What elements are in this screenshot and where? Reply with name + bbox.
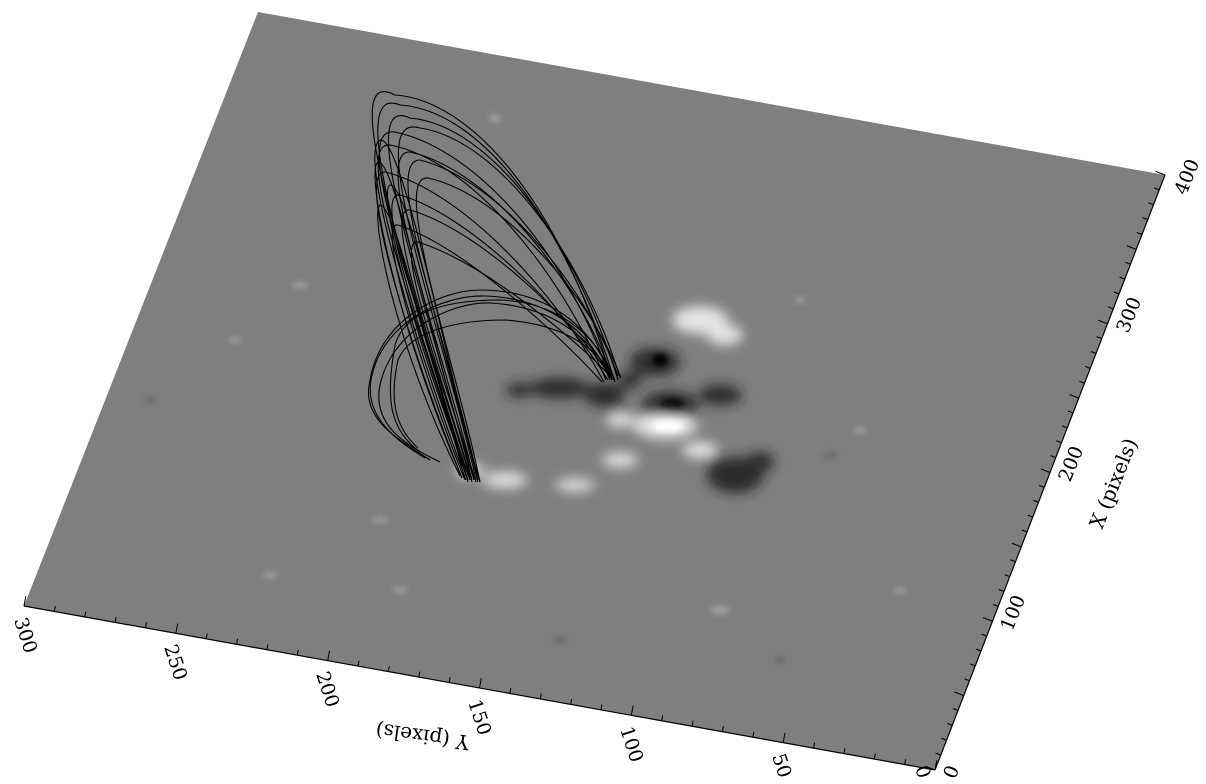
tick-mark (975, 648, 982, 652)
tick-mark (1113, 291, 1120, 295)
negative-polarity-patches (506, 348, 774, 493)
x-tick-400: 400 (1170, 156, 1204, 198)
tick-mark (969, 663, 976, 667)
tick-mark (661, 715, 664, 721)
tick-mark (964, 678, 970, 682)
tick-mark (1010, 559, 1016, 563)
tick-mark (114, 616, 117, 623)
tick-mark (1119, 276, 1125, 280)
tick-mark (691, 720, 694, 727)
tick-mark (600, 704, 603, 710)
tick-mark (935, 752, 941, 756)
tick-mark (946, 722, 953, 726)
x-axis-title: X (pixels) (1084, 435, 1142, 532)
tick-mark (23, 596, 27, 607)
tick-mark (357, 660, 360, 667)
tick-mark (1011, 542, 1022, 548)
tick-mark (1084, 365, 1091, 369)
tick-mark (570, 698, 573, 705)
tick-mark (1148, 202, 1154, 206)
magnetic-field-lines (367, 91, 622, 483)
y-tick-200: 200 (311, 669, 343, 710)
magnetogram-plane (24, 12, 1165, 770)
tick-mark (1027, 514, 1033, 518)
tick-mark (53, 605, 56, 612)
tick-mark (941, 737, 947, 741)
tick-mark (1033, 499, 1039, 503)
y-tick-50: 50 (767, 751, 795, 781)
tick-mark (1142, 217, 1148, 221)
tick-mark (144, 622, 147, 628)
tick-mark (236, 638, 239, 645)
tick-mark (1079, 380, 1085, 384)
tick-mark (1038, 484, 1045, 488)
tick-mark (1021, 529, 1028, 533)
tick-mark (1061, 425, 1068, 429)
tick-mark (904, 759, 907, 765)
tick-mark (992, 603, 999, 607)
tick-mark (1136, 232, 1143, 235)
tick-mark (509, 687, 512, 694)
tick-mark (630, 705, 634, 716)
x-tick-0: 0 (939, 762, 964, 781)
tick-mark (1050, 455, 1056, 459)
tick-mark (1098, 319, 1108, 325)
tick-mark (296, 649, 299, 656)
tick-mark (1125, 261, 1131, 265)
tick-mark (1004, 574, 1010, 578)
tick-mark (782, 732, 786, 743)
tick-mark (1040, 468, 1051, 473)
tick-mark (813, 742, 816, 749)
tick-mark (1153, 187, 1160, 191)
tick-mark (205, 633, 208, 639)
tick-mark (327, 650, 330, 661)
tick-mark (266, 644, 269, 650)
tick-mark (952, 708, 959, 711)
tick-mark (998, 589, 1005, 592)
y-tick-250: 250 (159, 642, 191, 683)
tick-mark (1096, 336, 1102, 340)
tick-mark (981, 633, 987, 637)
tick-mark (954, 691, 964, 697)
tick-mark (1067, 410, 1074, 414)
tick-mark (448, 677, 451, 683)
x-tick-300: 300 (1112, 294, 1146, 336)
tick-mark (752, 731, 755, 738)
tick-mark (983, 617, 993, 622)
tick-mark (84, 611, 87, 618)
tick-mark (418, 671, 421, 678)
tick-mark (1056, 440, 1062, 444)
tick-mark (1155, 170, 1166, 176)
tick-mark (479, 678, 482, 689)
tick-mark (175, 623, 179, 634)
tick-mark (873, 753, 876, 760)
tick-mark (843, 748, 846, 754)
tick-mark (1107, 306, 1114, 310)
y-tick-300: 300 (9, 615, 41, 656)
tick-mark (721, 726, 724, 732)
tick-mark (1126, 245, 1137, 250)
tick-mark (1069, 394, 1079, 399)
y-tick-100: 100 (615, 724, 647, 765)
y-axis-title: Y (pixels) (374, 718, 472, 755)
tick-mark (1090, 351, 1097, 354)
tick-mark (387, 666, 390, 672)
tick-mark (539, 693, 542, 700)
tick-mark (934, 760, 938, 771)
